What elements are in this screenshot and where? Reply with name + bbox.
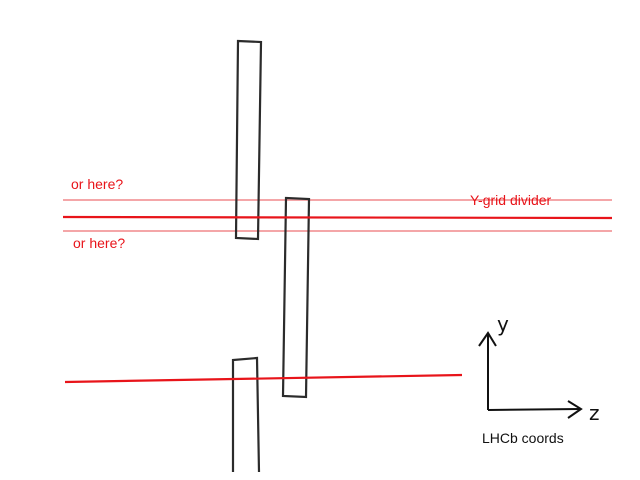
- y-axis-arrowhead: [478, 331, 497, 347]
- y-grid-divider-line: [62, 215, 613, 220]
- upper-plate: [234, 39, 263, 241]
- alt-label-above: or here?: [71, 176, 123, 192]
- lower-divider-line: [64, 373, 463, 384]
- divider-label: Y-grid divider: [470, 192, 552, 208]
- lower-plate: [231, 356, 261, 473]
- z-axis-arrowhead: [567, 400, 583, 419]
- coordinate-axes: [478, 331, 583, 419]
- y-axis-label: y: [497, 312, 509, 336]
- coords-caption: LHCb coords: [482, 430, 564, 446]
- z-axis-line: [487, 408, 581, 411]
- middle-plate: [281, 196, 311, 399]
- alt-label-below: or here?: [73, 235, 125, 251]
- z-axis-label: z: [589, 401, 600, 425]
